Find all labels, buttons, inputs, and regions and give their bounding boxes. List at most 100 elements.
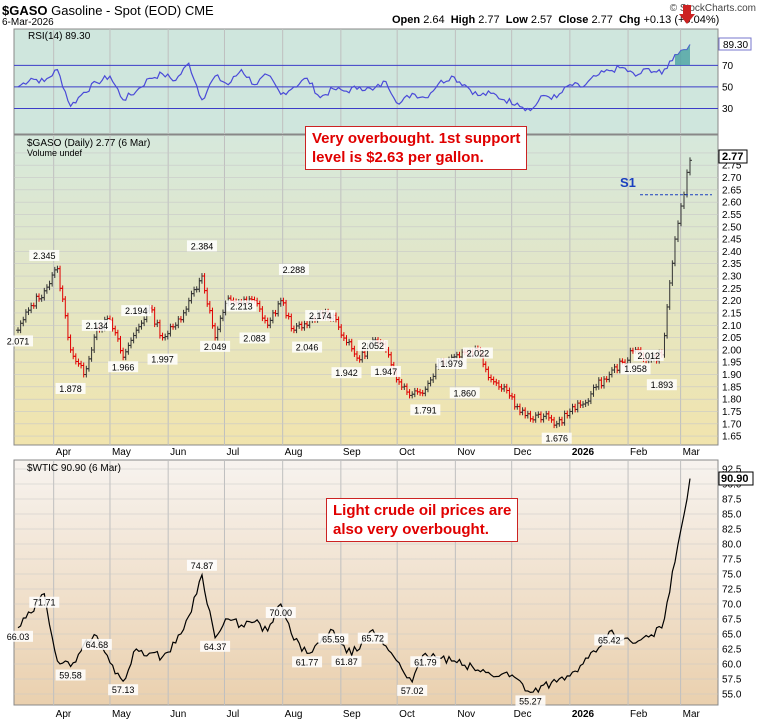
wti-y-tick: 87.5 bbox=[722, 495, 742, 506]
wti-y-tick: 62.5 bbox=[722, 645, 742, 656]
gasoline-annotation-line2: level is $2.63 per gallon. bbox=[312, 149, 484, 166]
rsi-current-value-box bbox=[718, 37, 752, 51]
high-label: High bbox=[450, 14, 476, 26]
s1-label: S1 bbox=[620, 175, 636, 190]
wti-y-tick: 92.5 bbox=[722, 465, 742, 476]
gasoline-label-bg bbox=[29, 249, 60, 261]
wti-x-tick-apr: Apr bbox=[56, 709, 72, 720]
volume-label: Volume undef bbox=[27, 148, 83, 158]
wti-label-bg bbox=[397, 684, 428, 696]
gasoline-label-bg bbox=[292, 341, 323, 353]
price-x-tick-dec: Dec bbox=[514, 447, 532, 458]
price-x-tick-mar: Mar bbox=[683, 447, 701, 458]
rsi-current-value: 89.30 bbox=[723, 40, 748, 51]
wti-label-bg bbox=[200, 640, 231, 652]
gasoline-label-bg bbox=[357, 340, 388, 352]
gasoline-label-bg bbox=[436, 358, 467, 370]
gasoline-label-bg bbox=[226, 300, 257, 312]
wti-label-bg bbox=[515, 695, 546, 707]
wti-point-label: 71.71 bbox=[33, 598, 56, 608]
gasoline-label-bg bbox=[620, 363, 651, 375]
gasoline-point-label: 2.384 bbox=[191, 241, 214, 251]
price-x-tick-apr: Apr bbox=[56, 447, 72, 458]
wti-y-tick: 75.0 bbox=[722, 570, 742, 581]
wti-current-value-box bbox=[718, 471, 754, 486]
gasoline-point-label: 1.979 bbox=[440, 359, 463, 369]
gasoline-y-tick: 2.15 bbox=[722, 308, 742, 319]
wti-label: $WTIC 90.90 (6 Mar) bbox=[27, 463, 121, 474]
wti-x-tick-2026: 2026 bbox=[572, 709, 595, 720]
rsi-overbought-fill bbox=[675, 44, 690, 66]
gasoline-label-bg bbox=[449, 387, 480, 399]
gasoline-y-tick: 2.00 bbox=[722, 345, 742, 356]
price-x-tick-jul: Jul bbox=[226, 447, 239, 458]
wti-y-tick: 80.0 bbox=[722, 540, 742, 551]
chart-symbol-header: $GASO Gasoline - Spot (EOD) CME bbox=[2, 3, 214, 18]
gasoline-point-label: 1.966 bbox=[112, 362, 135, 372]
gasoline-point-label: 2.083 bbox=[243, 333, 266, 343]
exchange: CME bbox=[184, 3, 214, 18]
gasoline-y-tick: 2.45 bbox=[722, 235, 742, 246]
wti-label-bg bbox=[186, 559, 217, 571]
gasoline-y-tick: 1.65 bbox=[722, 432, 742, 443]
gasoline-point-label: 1.860 bbox=[453, 388, 476, 398]
wti-x-tick-sep: Sep bbox=[343, 709, 361, 720]
wti-point-label: 74.87 bbox=[191, 561, 214, 571]
rsi-label: RSI(14) 89.30 bbox=[28, 31, 91, 42]
price-x-tick-feb: Feb bbox=[630, 447, 648, 458]
gasoline-point-label: 2.213 bbox=[230, 301, 253, 311]
gasoline-label-bg bbox=[278, 263, 309, 275]
ohlc-summary: Open 2.64 High 2.77 Low 2.57 Close 2.77 … bbox=[392, 14, 719, 26]
gasoline-label-bg bbox=[633, 349, 664, 361]
wti-x-tick-mar: Mar bbox=[683, 709, 701, 720]
wti-panel-bg bbox=[13, 459, 719, 706]
brand-watermark: © StockCharts.com bbox=[669, 3, 756, 14]
gasoline-y-tick: 2.35 bbox=[722, 259, 742, 270]
gasoline-ohlc-bar bbox=[688, 157, 692, 176]
wti-point-label: 55.27 bbox=[519, 696, 542, 706]
wti-y-tick: 72.5 bbox=[722, 585, 742, 596]
gasoline-y-tick: 1.90 bbox=[722, 370, 742, 381]
wti-x-tick-jul: Jul bbox=[226, 709, 239, 720]
gasoline-y-tick: 2.10 bbox=[722, 321, 742, 332]
wti-y-tick: 60.0 bbox=[722, 660, 742, 671]
gasoline-label-bg bbox=[186, 240, 217, 252]
wti-series-line bbox=[17, 478, 691, 694]
wti-label-bg bbox=[265, 607, 296, 618]
price-x-tick-oct: Oct bbox=[399, 447, 415, 458]
gasoline-point-label: 2.052 bbox=[362, 341, 385, 351]
wti-point-label: 59.58 bbox=[59, 671, 82, 681]
price-label: $GASO (Daily) 2.77 (6 Mar) bbox=[27, 138, 150, 149]
gasoline-label-bg bbox=[331, 367, 362, 379]
gasoline-label-bg bbox=[147, 353, 178, 365]
gasoline-y-tick: 1.80 bbox=[722, 395, 742, 406]
crude-annotation: Light crude oil prices are also very ove… bbox=[326, 498, 519, 542]
wti-label-bg bbox=[81, 638, 112, 650]
gasoline-point-label: 2.012 bbox=[637, 351, 660, 361]
gasoline-y-tick: 2.50 bbox=[722, 222, 742, 233]
wti-x-tick-dec: Dec bbox=[514, 709, 532, 720]
gasoline-annotation: Very overbought. 1st support level is $2… bbox=[305, 126, 528, 170]
gasoline-y-tick: 2.30 bbox=[722, 272, 742, 283]
wti-point-label: 57.13 bbox=[112, 685, 135, 695]
wti-y-tick: 70.0 bbox=[722, 600, 742, 611]
wti-point-label: 65.59 bbox=[322, 634, 345, 644]
open-value: 2.64 bbox=[423, 14, 445, 26]
wti-label-bg bbox=[594, 634, 625, 646]
gasoline-label-bg bbox=[410, 404, 441, 416]
price-panel-bg bbox=[13, 134, 719, 446]
gasoline-point-label: 1.791 bbox=[414, 405, 437, 415]
wti-current-value: 90.90 bbox=[721, 473, 749, 485]
gasoline-y-tick: 1.75 bbox=[722, 407, 742, 418]
wti-x-tick-feb: Feb bbox=[630, 709, 648, 720]
gasoline-label-bg bbox=[121, 305, 152, 317]
crude-annotation-line2: also very overbought. bbox=[333, 521, 489, 538]
crude-annotation-line1: Light crude oil prices are bbox=[333, 502, 512, 519]
gasoline-point-label: 1.997 bbox=[151, 355, 174, 365]
gasoline-y-tick: 2.05 bbox=[722, 333, 742, 344]
wti-y-tick: 67.5 bbox=[722, 615, 742, 626]
wti-y-tick: 85.0 bbox=[722, 510, 742, 521]
wti-point-label: 61.87 bbox=[335, 657, 358, 667]
gasoline-point-label: 2.134 bbox=[86, 321, 109, 331]
